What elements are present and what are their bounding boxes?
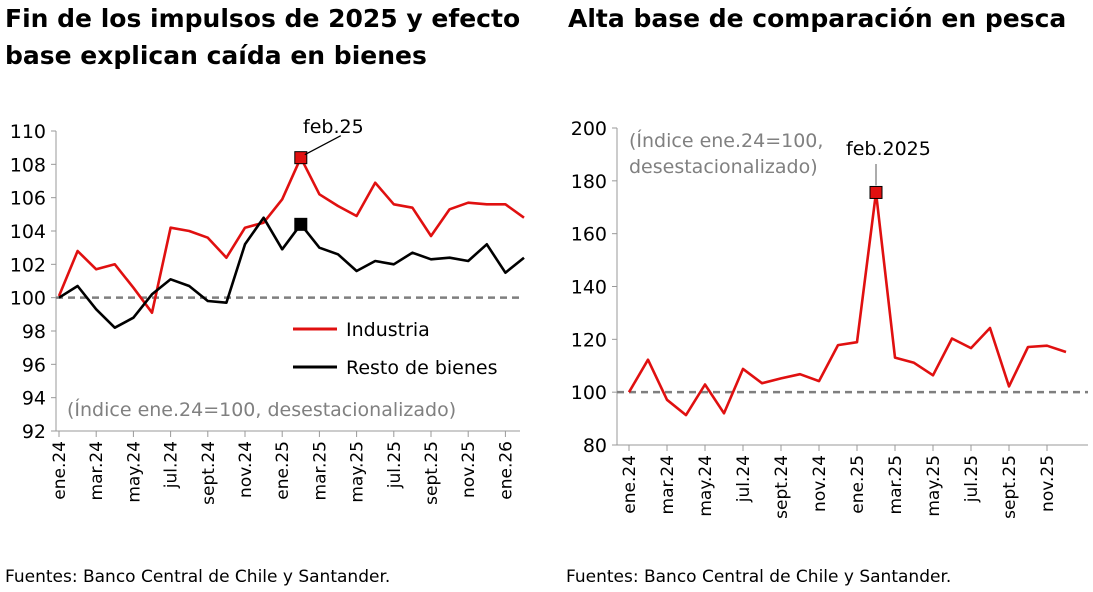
right-chart-title: Alta base de comparación en pesca [568,4,1067,33]
x-tick-label: sept.24 [199,441,219,505]
x-tick-label: may.25 [348,441,368,503]
x-tick-label: may.24 [124,441,144,503]
x-tick-label: ene.24 [50,441,70,500]
y-tick-label: 94 [22,388,46,410]
left-chart-title: Fin de los impulsos de 2025 y efecto bas… [5,4,521,70]
x-tick-label: ene.26 [496,441,516,500]
series-line-resto-de-bienes [58,216,525,330]
annotation-leader-line [304,135,342,156]
y-tick-label: 102 [10,254,46,276]
y-tick-label: 110 [10,121,46,143]
legend-label: Resto de bienes [346,357,498,379]
x-tick-label: nov.25 [459,441,479,498]
legend-label: Industria [346,319,430,341]
point-marker-industria [294,151,308,165]
series-line-industria [57,156,525,315]
y-tick-label: 106 [10,188,46,210]
y-tick-label: 98 [22,321,46,343]
right-source-note: Fuentes: Banco Central de Chile y Santan… [566,567,952,587]
point-marker-resto-de-bienes [294,217,308,231]
x-tick-label: nov.24 [236,441,256,498]
y-tick-label: 104 [10,221,46,243]
y-tick-label: 108 [10,154,46,176]
x-tick-label: mar.24 [87,441,107,500]
y-tick-label: 92 [22,421,46,443]
x-tick-label: mar.25 [310,441,330,500]
x-tick-label: sept.25 [422,441,442,505]
x-tick-label: jul.24 [162,441,182,489]
index-note: (Índice ene.24=100, desestacionalizado) [67,398,456,421]
y-tick-label: 96 [22,354,46,376]
x-tick-label: jul.25 [385,441,405,489]
annotation-label: feb.25 [303,116,364,138]
x-tick-label: ene.25 [273,441,293,500]
y-tick-label: 100 [10,288,46,310]
left-source-note: Fuentes: Banco Central de Chile y Santan… [5,567,391,587]
